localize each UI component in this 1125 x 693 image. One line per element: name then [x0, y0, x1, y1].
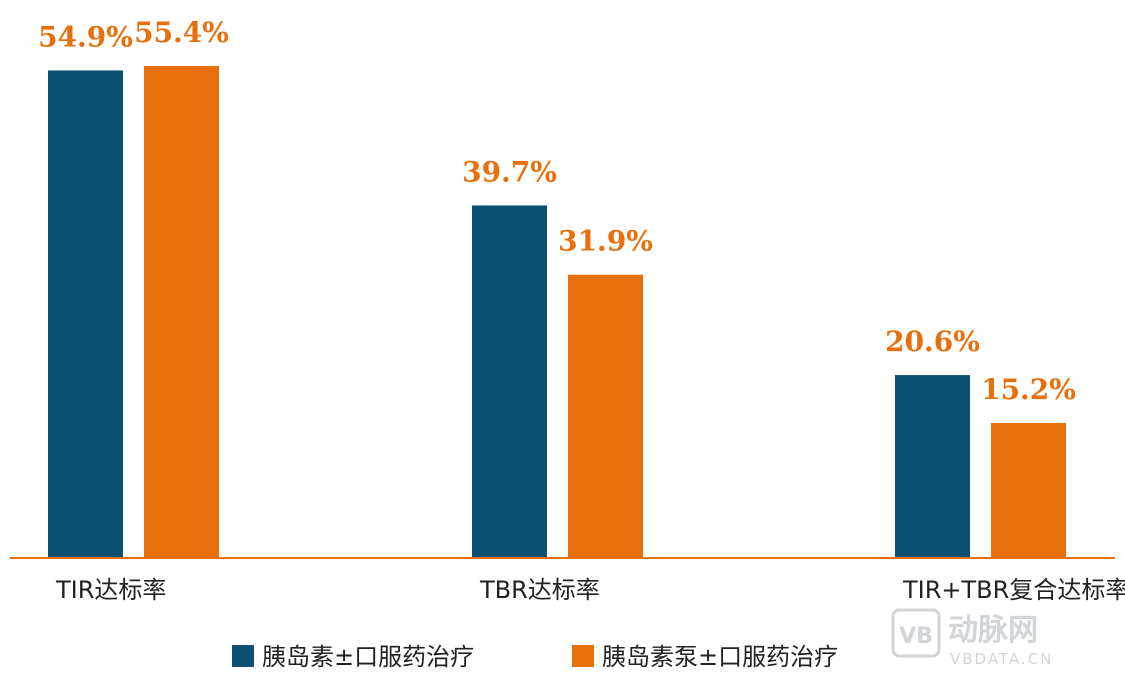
bar-2-series-1 [472, 205, 547, 558]
legend-swatch-series-2 [572, 645, 594, 667]
category-labels-layer: TIR达标率 TBR达标率 TIR+TBR复合达标率 [55, 576, 1125, 604]
data-label-3-series-2: 15.2% [981, 373, 1076, 406]
value-labels-layer: 54.9% 55.4% 39.7% 31.9% 20.6%15.2% [38, 16, 1076, 406]
legend-swatch-series-1 [232, 645, 254, 667]
watermark: VB 动脉网 VBDATA.CN [891, 608, 1053, 668]
legend-label-series-1: 胰岛素±口服药治疗 [262, 643, 474, 671]
bar-1-series-2 [144, 66, 219, 558]
data-label-2-series-2: 31.9% [558, 225, 653, 258]
bars-layer [48, 66, 1066, 558]
bar-2-series-2 [568, 274, 643, 558]
data-label-2-series-1: 39.7% [462, 155, 557, 188]
legend-label-series-2: 胰岛素泵±口服药治疗 [602, 643, 838, 671]
bar-3-series-1 [895, 375, 970, 558]
watermark-logo-icon: VB [891, 608, 941, 658]
category-label-1: TIR达标率 [55, 576, 166, 604]
category-label-2: TBR达标率 [479, 576, 600, 604]
watermark-site: VBDATA.CN [950, 650, 1053, 668]
bar-3-series-2 [991, 423, 1066, 558]
data-label-1-series-1: 54.9% [38, 20, 133, 53]
watermark-logo-text: VB [899, 624, 933, 649]
data-label-3-series-1: 20.6% [885, 325, 980, 358]
data-label-1-series-2: 55.4% [134, 16, 229, 49]
bar-1-series-1 [48, 70, 123, 558]
legend: 胰岛素±口服药治疗 胰岛素泵±口服药治疗 [232, 643, 838, 671]
watermark-brand: 动脉网 [948, 613, 1038, 648]
category-label-3: TIR+TBR复合达标率 [902, 576, 1125, 604]
